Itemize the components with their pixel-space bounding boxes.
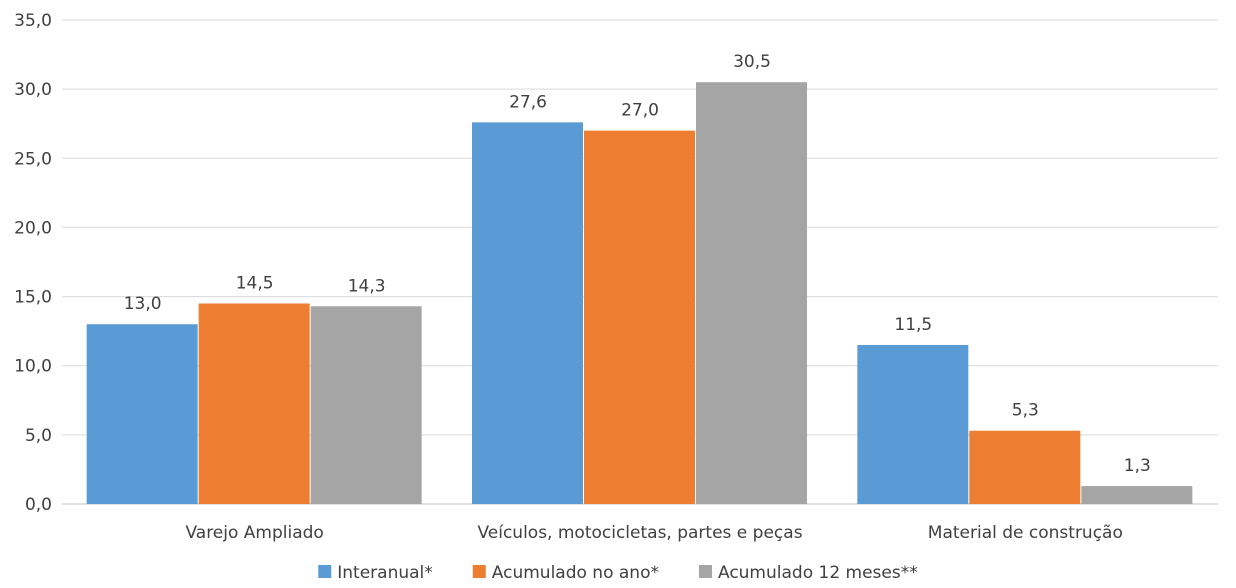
bar	[86, 324, 198, 504]
bar	[969, 430, 1081, 504]
bars	[86, 82, 1193, 505]
legend-swatch	[318, 565, 332, 578]
data-labels: 13,0 14,5 14,3 27,6 27,0 30,5 11,5 5,3 1,3	[124, 52, 1151, 476]
y-tick-label: 35,0	[14, 11, 52, 31]
legend-label: Interanual*	[337, 563, 433, 583]
legend-swatch	[698, 565, 712, 578]
bar	[696, 82, 807, 504]
data-label: 30,5	[733, 52, 771, 72]
y-tick-label: 5,0	[25, 426, 52, 446]
bar	[857, 344, 969, 504]
data-label: 1,3	[1124, 456, 1151, 476]
legend-swatch	[472, 565, 486, 578]
y-tick-label: 25,0	[14, 149, 52, 169]
data-label: 13,0	[124, 294, 162, 314]
bar	[584, 130, 695, 504]
bar	[310, 306, 422, 504]
y-axis-ticks: 0,0 5,0 10,0 15,0 20,0 25,0 30,0 35,0	[14, 11, 52, 515]
y-tick-label: 10,0	[14, 357, 52, 377]
x-axis-categories: Varejo Ampliado Veículos, motocicletas, p…	[185, 523, 1122, 543]
data-label: 27,0	[621, 101, 659, 121]
x-category-label: Material de construção	[928, 523, 1123, 543]
bar	[472, 122, 583, 505]
data-label: 27,6	[509, 92, 547, 112]
bar	[198, 303, 310, 504]
data-label: 14,3	[348, 276, 386, 296]
x-category-label: Veículos, motocicletas, partes e peças	[477, 523, 802, 543]
y-tick-label: 0,0	[25, 495, 52, 515]
data-label: 5,3	[1012, 401, 1039, 421]
legend-label: Acumulado no ano*	[492, 563, 659, 583]
legend: Interanual* Acumulado no ano* Acumulado 12…	[318, 563, 918, 583]
bar	[1081, 486, 1193, 504]
y-tick-label: 20,0	[14, 218, 52, 238]
data-label: 14,5	[236, 273, 274, 293]
x-category-label: Varejo Ampliado	[185, 523, 323, 543]
y-tick-label: 15,0	[14, 288, 52, 308]
data-label: 11,5	[894, 315, 932, 335]
legend-label: Acumulado 12 meses**	[718, 563, 918, 583]
y-tick-label: 30,0	[14, 80, 52, 100]
